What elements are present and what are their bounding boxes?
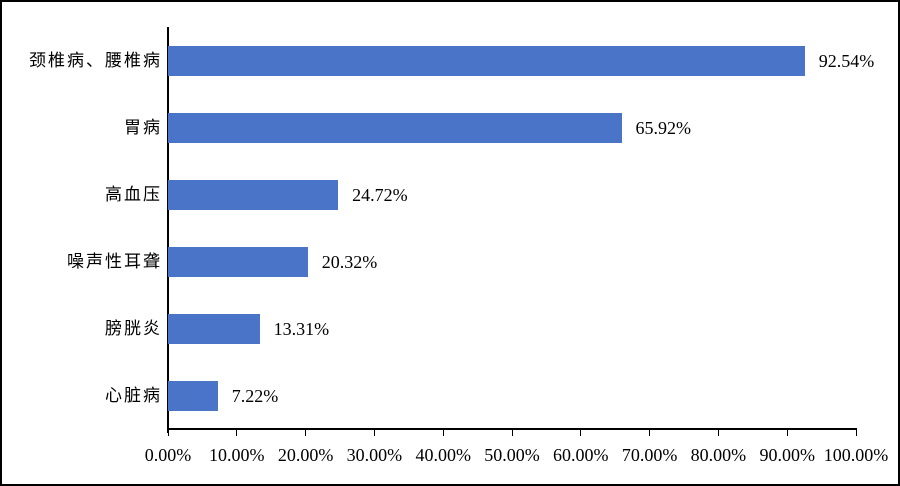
category-label: 心脏病 bbox=[105, 385, 162, 405]
x-axis-tick bbox=[236, 430, 238, 436]
value-label: 20.32% bbox=[321, 251, 378, 272]
x-axis-tick bbox=[373, 430, 375, 436]
x-axis-tick-label: 70.00% bbox=[621, 445, 678, 465]
x-axis-tick bbox=[167, 430, 169, 436]
x-axis-tick bbox=[511, 430, 513, 436]
x-axis-tick bbox=[442, 430, 444, 436]
bar bbox=[168, 45, 805, 76]
x-axis-tick-label: 20.00% bbox=[277, 445, 334, 465]
category-label: 膀胱炎 bbox=[105, 318, 162, 338]
x-axis-tick-label: 80.00% bbox=[690, 445, 747, 465]
x-axis-tick bbox=[649, 430, 651, 436]
category-label: 高血压 bbox=[105, 184, 162, 204]
category-label: 颈椎病、腰椎病 bbox=[29, 50, 162, 70]
x-axis-tick bbox=[717, 430, 719, 436]
bar bbox=[168, 112, 622, 143]
bar bbox=[168, 313, 260, 344]
x-axis-tick-label: 90.00% bbox=[759, 445, 815, 465]
value-label: 7.22% bbox=[231, 385, 279, 406]
category-label: 噪声性耳聋 bbox=[67, 251, 162, 271]
bar bbox=[168, 246, 308, 277]
x-axis-tick-label: 40.00% bbox=[415, 445, 471, 465]
x-axis-tick-label: 10.00% bbox=[209, 445, 265, 465]
x-axis-tick bbox=[786, 430, 788, 436]
value-label: 65.92% bbox=[635, 117, 692, 138]
category-label: 胃病 bbox=[124, 117, 162, 137]
x-axis-line bbox=[167, 428, 857, 430]
x-axis-tick-label: 0.00% bbox=[144, 445, 192, 465]
bar bbox=[168, 380, 218, 411]
x-axis-tick bbox=[305, 430, 307, 436]
y-axis-line bbox=[167, 27, 169, 433]
x-axis-tick-label: 60.00% bbox=[553, 445, 609, 465]
x-axis-tick-label: 100.00% bbox=[823, 445, 889, 465]
value-label: 24.72% bbox=[352, 184, 408, 205]
x-axis-tick bbox=[580, 430, 582, 436]
value-label: 13.31% bbox=[273, 318, 330, 339]
bar bbox=[168, 179, 339, 210]
x-axis-tick-label: 50.00% bbox=[484, 445, 540, 465]
x-axis-tick-label: 30.00% bbox=[346, 445, 403, 465]
value-label: 92.54% bbox=[818, 50, 875, 71]
x-axis-tick bbox=[855, 430, 857, 436]
